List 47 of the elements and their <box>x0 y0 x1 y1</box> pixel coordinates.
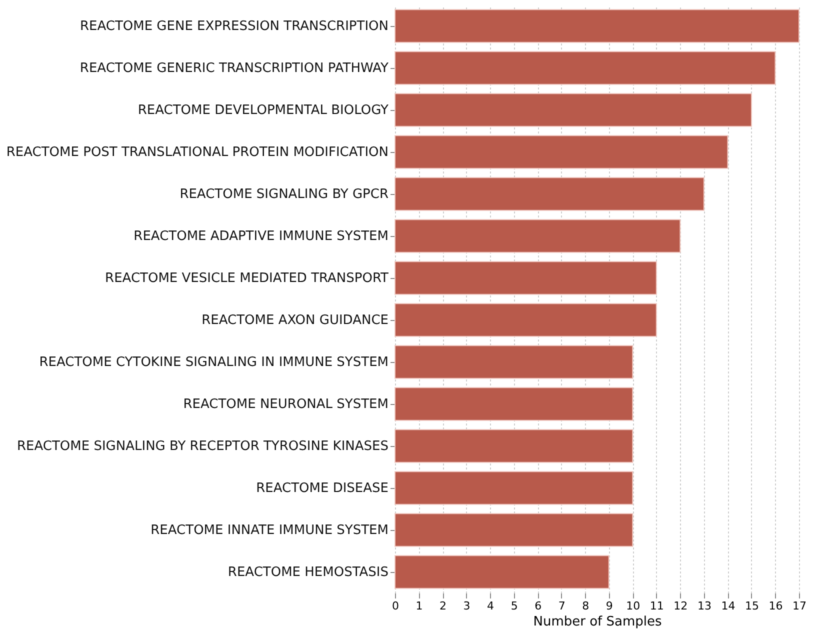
x-tick-label: 1 <box>416 600 423 612</box>
y-tick-label: REACTOME HEMOSTASIS <box>228 565 388 580</box>
bar <box>394 513 634 547</box>
bar <box>394 471 634 505</box>
y-tick-label: REACTOME ADAPTIVE IMMUNE SYSTEM <box>134 229 388 244</box>
bar <box>394 303 657 337</box>
bar <box>394 177 704 211</box>
x-tick-label: 16 <box>768 600 783 612</box>
y-tick-label: REACTOME VESICLE MEDIATED TRANSPORT <box>105 271 389 286</box>
x-tick-label: 2 <box>440 600 447 612</box>
bar <box>394 261 657 295</box>
bar <box>394 51 776 85</box>
x-tick-label: 15 <box>744 600 759 612</box>
y-tick-label: REACTOME INNATE IMMUNE SYSTEM <box>150 523 388 538</box>
bar <box>394 429 634 463</box>
bar <box>394 555 610 589</box>
x-tick-label: 8 <box>582 600 590 612</box>
x-tick-label: 4 <box>487 600 494 612</box>
bar <box>394 135 728 169</box>
x-tick-label: 5 <box>510 600 518 612</box>
bar <box>394 219 681 253</box>
x-tick-label: 17 <box>792 600 806 612</box>
x-tick-label: 6 <box>534 600 542 612</box>
bar <box>394 345 634 379</box>
x-tick-label: 10 <box>626 600 640 612</box>
y-tick-label: REACTOME AXON GUIDANCE <box>202 313 388 328</box>
x-tick-label: 0 <box>392 600 399 612</box>
y-tick-label: REACTOME GENERIC TRANSCRIPTION PATHWAY <box>80 61 389 76</box>
x-tick-label: 13 <box>697 600 712 612</box>
x-tick-label: 3 <box>463 600 470 612</box>
x-tick-label: 9 <box>606 600 613 612</box>
y-tick-label: REACTOME SIGNALING BY RECEPTOR TYROSINE KINASES <box>16 439 388 454</box>
x-tick-label: 14 <box>721 600 736 612</box>
y-tick-label: REACTOME GENE EXPRESSION TRANSCRIPTION <box>80 19 388 34</box>
x-tick-label: 7 <box>558 600 566 612</box>
x-tick-label: 12 <box>674 600 688 612</box>
bar <box>394 387 634 421</box>
y-tick-label: REACTOME POST TRANSLATIONAL PROTEIN MODIFICATION <box>6 145 388 160</box>
y-tick-label: REACTOME NEURONAL SYSTEM <box>183 397 388 412</box>
bar <box>394 93 752 127</box>
y-tick-label: REACTOME DEVELOPMENTAL BIOLOGY <box>138 103 389 118</box>
y-tick-label: REACTOME CYTOKINE SIGNALING IN IMMUNE SYSTEM <box>39 355 388 370</box>
y-tick-label: REACTOME SIGNALING BY GPCR <box>180 187 388 202</box>
x-axis-title: Number of Samples <box>533 614 662 630</box>
bar <box>394 9 800 43</box>
y-tick-label: REACTOME DISEASE <box>256 481 388 496</box>
x-tick-label: 11 <box>650 600 664 612</box>
